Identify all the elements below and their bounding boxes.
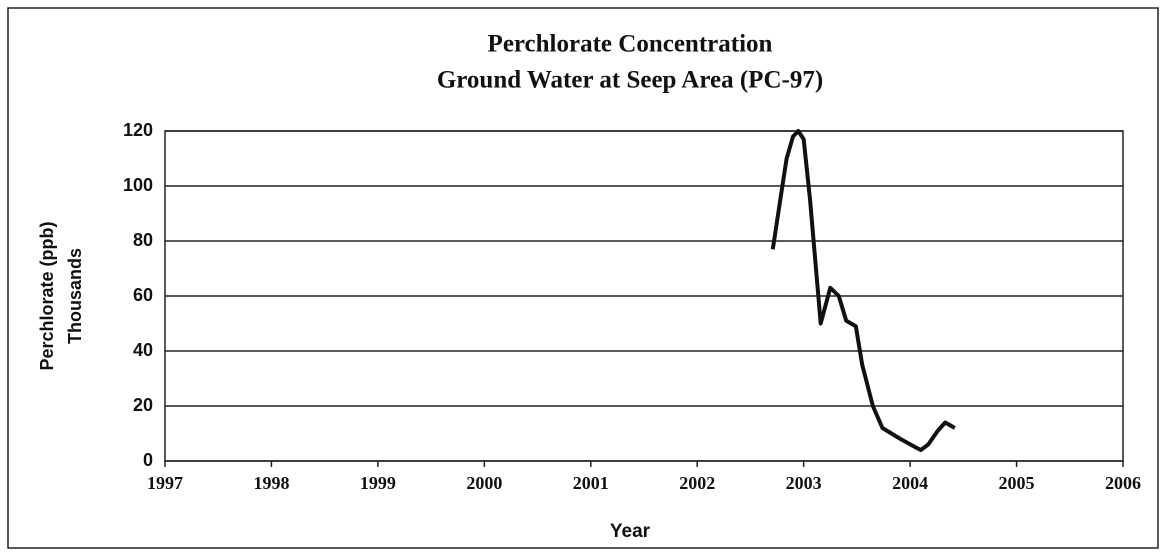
- chart-subtitle: Ground Water at Seep Area (PC-97): [437, 67, 823, 94]
- x-tick-label: 2005: [999, 473, 1035, 493]
- frame: [7, 7, 1159, 549]
- x-tick-label: 2002: [679, 473, 715, 493]
- x-tick-label: 2006: [1105, 473, 1141, 493]
- data-line: [770, 129, 956, 452]
- x-tick-label: 1999: [360, 473, 396, 493]
- y-tick-label: 120: [123, 120, 153, 140]
- y-tick-label: 80: [133, 230, 153, 250]
- y-axis-label: Perchlorate (ppb): [37, 221, 57, 370]
- y-tick-label: 20: [133, 395, 153, 415]
- x-tick-label: 1998: [253, 473, 289, 493]
- x-tick-label: 2001: [573, 473, 609, 493]
- y-tick-label: 40: [133, 340, 153, 360]
- y-axis-units: Thousands: [65, 248, 85, 344]
- x-tick-label: 2003: [786, 473, 822, 493]
- chart-title: Perchlorate Concentration: [488, 31, 773, 58]
- y-tick-label: 60: [133, 285, 153, 305]
- y-tick-label: 0: [143, 450, 153, 470]
- x-tick-label: 1997: [147, 473, 183, 493]
- x-tick-label: 2000: [466, 473, 502, 493]
- y-tick-label: 100: [123, 175, 153, 195]
- x-tick-label: 2004: [892, 473, 928, 493]
- x-axis-label: Year: [610, 521, 651, 542]
